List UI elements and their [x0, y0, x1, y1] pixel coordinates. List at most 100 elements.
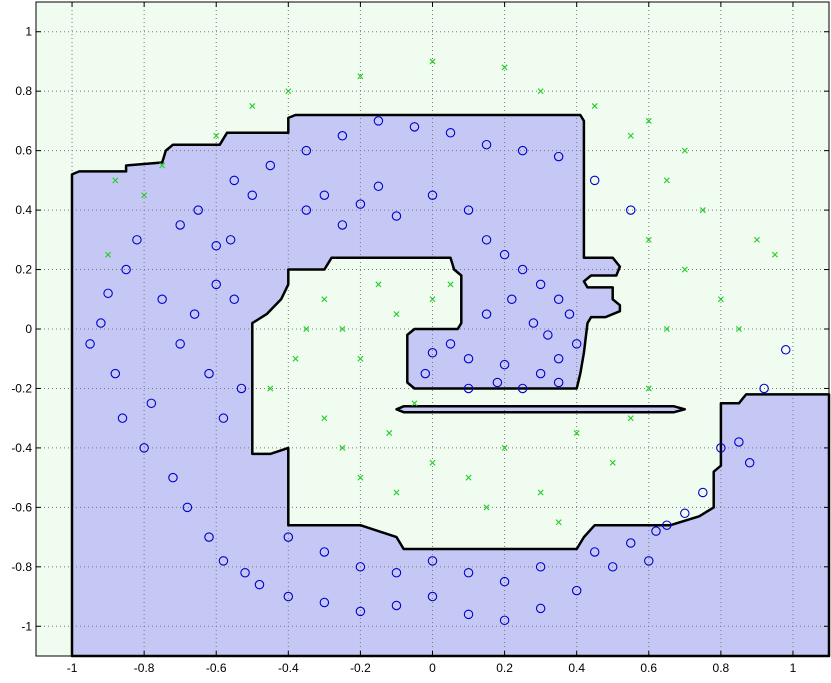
circle-point: [463, 383, 474, 394]
cross-point: [555, 519, 562, 526]
x-tick-label: 0.8: [713, 661, 730, 675]
x-tick-label: 1: [790, 661, 797, 675]
cross-point: [112, 177, 119, 184]
circle-point: [337, 131, 348, 141]
cross-point: [447, 281, 454, 288]
cross-point: [483, 504, 490, 511]
cross-point: [321, 296, 328, 303]
circle-point: [229, 175, 240, 186]
circle-point: [182, 502, 193, 513]
circle-point: [139, 443, 149, 453]
circle-point: [463, 205, 474, 215]
cross-point: [339, 326, 346, 332]
circle-point: [301, 145, 312, 156]
class-a-outer-region: [72, 115, 829, 656]
circle-point: [240, 568, 250, 578]
cross-point: [501, 444, 508, 451]
cross-point: [339, 444, 346, 451]
cross-point: [386, 430, 393, 437]
class-a-outer-region-boundary: [70, 113, 831, 658]
class-a-sliver-region: [396, 406, 685, 413]
data-points: [85, 58, 791, 626]
y-tick-label: 0.4: [15, 203, 32, 217]
circle-point: [96, 318, 106, 328]
circle-point: [492, 377, 503, 388]
circle-point: [265, 160, 276, 171]
cross-point: [393, 489, 400, 496]
cross-point: [285, 88, 292, 95]
x-tick-label: 0.4: [568, 661, 585, 675]
circle-point: [225, 235, 236, 245]
y-tick-label: -0.4: [11, 441, 32, 455]
circle-point: [535, 368, 546, 379]
cross-point: [591, 103, 598, 110]
circle-point: [445, 128, 456, 138]
cross-point: [609, 459, 616, 466]
y-tick-label: 0.2: [15, 263, 32, 277]
cross-point: [699, 207, 706, 214]
circle-point: [236, 383, 247, 394]
cross-point: [735, 326, 742, 332]
y-tick-label: 1: [25, 25, 32, 39]
cross-point: [627, 415, 634, 422]
circle-point: [734, 437, 744, 447]
x-tick-label: -0.6: [206, 661, 227, 675]
circle-point: [427, 348, 438, 358]
cross-point: [717, 296, 724, 303]
cross-point: [429, 296, 436, 303]
cross-point: [393, 311, 400, 318]
x-tick-label: -0.4: [278, 661, 299, 675]
circle-point: [535, 562, 546, 572]
cross-point: [537, 88, 544, 95]
class-a-sliver-region-boundary: [395, 405, 687, 414]
circle-point: [283, 591, 294, 602]
circle-point: [355, 606, 366, 617]
cross-point: [645, 117, 652, 124]
circle-point: [103, 288, 113, 299]
y-axis-ticks: 1 0.8 0.6 0.4 0.2 0 -0.2 -0.4 -0.6 -0.8 -1: [11, 25, 829, 633]
circle-point: [218, 556, 229, 566]
grid-lines: [36, 2, 829, 656]
circle-point: [463, 568, 474, 578]
cross-point: [357, 73, 364, 80]
circle-point: [553, 377, 564, 388]
cross-point: [105, 251, 112, 258]
circle-point: [589, 175, 600, 186]
circle-point: [427, 591, 438, 602]
circle-point: [391, 600, 402, 611]
circle-point: [319, 190, 330, 200]
cross-point: [303, 326, 310, 332]
circle-point: [204, 532, 214, 542]
circle-point: [204, 368, 214, 379]
cross-point: [663, 326, 670, 332]
circle-point: [463, 609, 474, 620]
cross-point: [681, 266, 688, 273]
circle-point: [373, 116, 384, 126]
circle-point: [651, 526, 661, 536]
circle-point: [254, 579, 265, 590]
circle-point: [319, 597, 330, 608]
circle-point: [744, 458, 755, 468]
circle-point: [121, 264, 131, 275]
cross-point: [501, 64, 508, 71]
y-tick-label: 0.6: [15, 144, 32, 158]
circle-point: [391, 211, 402, 221]
cross-point: [753, 236, 760, 243]
x-tick-label: -0.8: [134, 661, 155, 675]
circle-point: [427, 190, 438, 200]
circle-point: [218, 413, 229, 423]
circle-point: [132, 235, 142, 245]
circle-point: [85, 339, 95, 349]
circle-point: [517, 145, 528, 156]
circle-point: [189, 309, 200, 319]
cross-point: [357, 474, 364, 481]
y-tick-label: -0.2: [11, 381, 32, 395]
circle-point: [535, 279, 546, 290]
circle-point: [481, 309, 492, 319]
cross-point: [429, 459, 436, 466]
circle-point: [211, 241, 221, 251]
y-tick-label: -0.6: [11, 500, 32, 514]
axes: -1 -0.8 -0.6 -0.4 -0.2 0 0.2 0.4 0.6 0.8 1 1 0.8 0.6…: [11, 1, 831, 675]
circle-point: [229, 294, 240, 305]
